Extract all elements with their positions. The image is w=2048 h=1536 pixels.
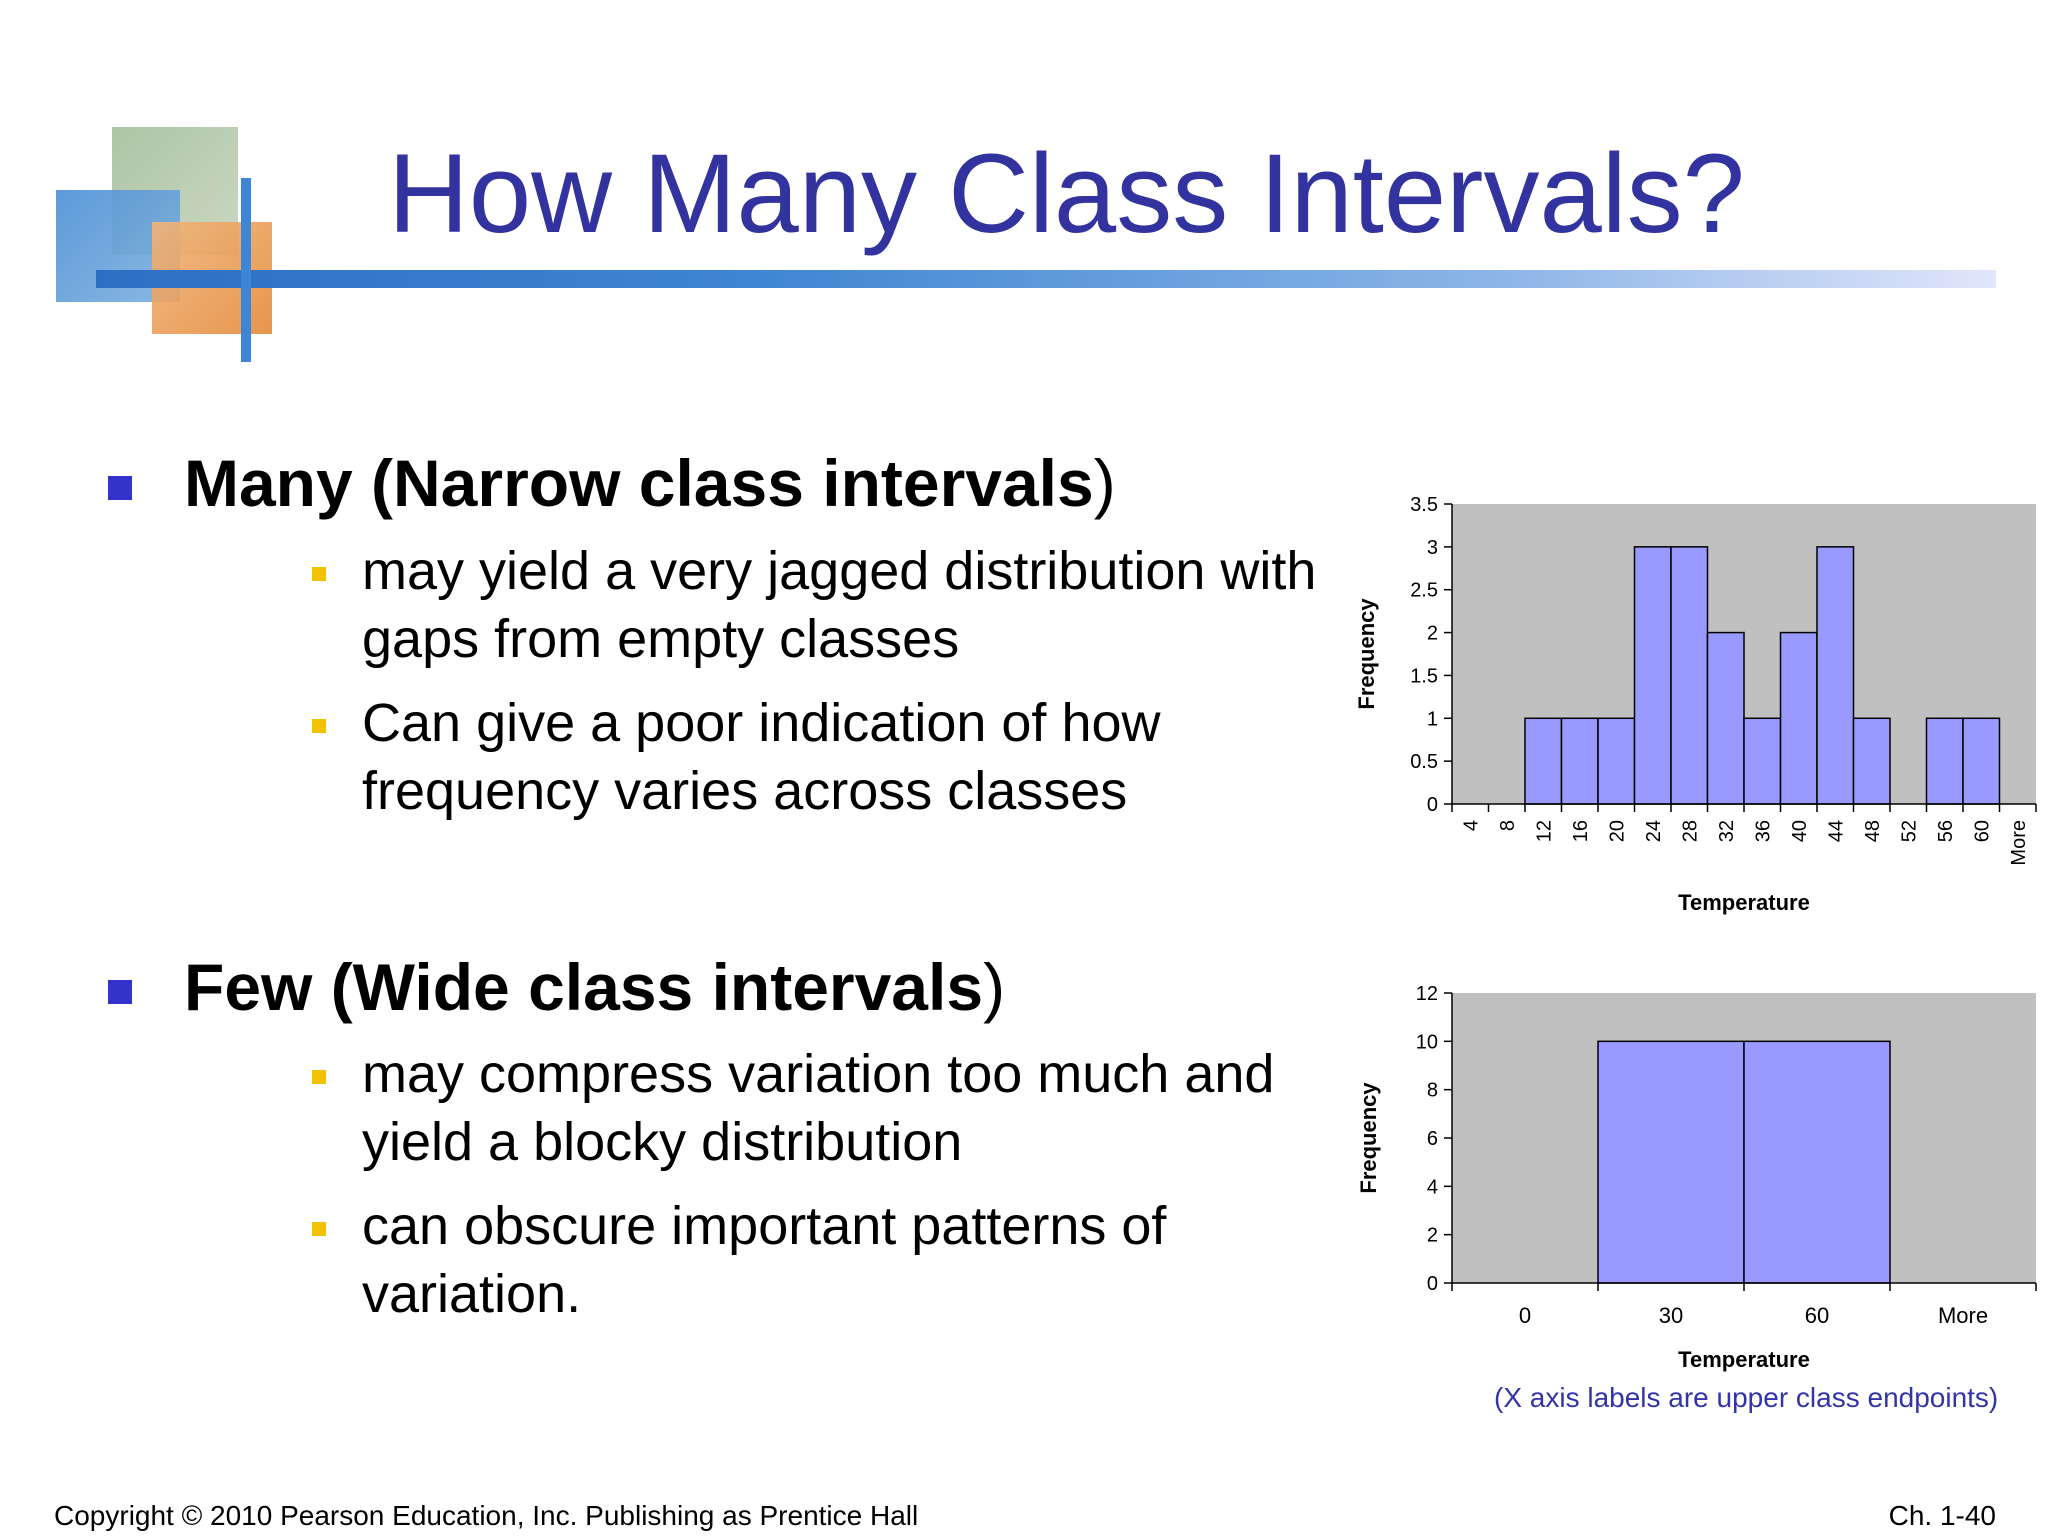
y-tick-label: 3.5 bbox=[1410, 494, 1438, 516]
x-tick-label: 8 bbox=[1497, 820, 1519, 831]
section-heading-many: Many (Narrow class intervals) bbox=[184, 450, 1116, 516]
x-tick-label: 32 bbox=[1716, 820, 1738, 842]
x-tick-label: 48 bbox=[1862, 820, 1884, 842]
x-tick-label: 56 bbox=[1935, 820, 1957, 842]
histogram-bar bbox=[1597, 717, 1636, 805]
y-axis-title: Frequency bbox=[1356, 1082, 1381, 1194]
x-tick-label: 30 bbox=[1659, 1303, 1683, 1328]
y-tick-label: 0 bbox=[1427, 1273, 1438, 1295]
x-tick-label: 40 bbox=[1789, 820, 1811, 842]
histogram-bar bbox=[1670, 546, 1709, 805]
histogram-bar bbox=[1816, 546, 1855, 805]
x-tick-label: 12 bbox=[1533, 820, 1555, 842]
x-tick-label: 36 bbox=[1752, 820, 1774, 842]
histogram-bar bbox=[1633, 546, 1672, 805]
sub-bullet-icon bbox=[312, 1070, 326, 1084]
y-tick-label: 8 bbox=[1427, 1080, 1438, 1102]
x-axis-title: Temperature bbox=[1678, 1347, 1810, 1372]
section-heading-few: Few (Wide class intervals) bbox=[184, 954, 1005, 1020]
histogram-bar bbox=[1779, 631, 1818, 805]
x-tick-label: 28 bbox=[1679, 820, 1701, 842]
x-tick-label: More bbox=[1938, 1303, 1988, 1328]
histogram-bar bbox=[1962, 717, 2001, 805]
histogram-bar bbox=[1852, 717, 1891, 805]
histogram-bar bbox=[1706, 631, 1745, 805]
histogram-bar bbox=[1597, 1040, 1745, 1284]
wide-intervals-histogram: 0 2 4 6 8 10 12 0 30 60 More Temperature Frequency bbox=[1356, 983, 2037, 1372]
histogram-bar bbox=[1743, 1040, 1891, 1284]
x-tick-label: 44 bbox=[1825, 820, 1847, 842]
histogram-bar bbox=[1925, 717, 1964, 805]
histogram-bar bbox=[1743, 717, 1782, 805]
y-tick-label: 4 bbox=[1427, 1176, 1438, 1198]
y-tick-label: 10 bbox=[1416, 1031, 1438, 1053]
chart-note: (X axis labels are upper class endpoints… bbox=[1494, 1382, 1999, 1413]
y-tick-label: 2 bbox=[1427, 623, 1438, 645]
logo-vertical-bar bbox=[241, 178, 251, 362]
sub-bullet-icon bbox=[312, 1222, 326, 1236]
x-axis-title: Temperature bbox=[1678, 890, 1810, 915]
histogram-bar bbox=[1560, 717, 1599, 805]
y-tick-label: 1.5 bbox=[1410, 665, 1438, 687]
y-tick-label: 2.5 bbox=[1410, 580, 1438, 602]
sub-bullet-text: may yield a very jagged distribution wit… bbox=[362, 541, 1317, 669]
sub-bullet-text: may compress variation too much and yiel… bbox=[362, 1044, 1275, 1172]
y-tick-label: 3 bbox=[1427, 537, 1438, 559]
x-tick-label: 0 bbox=[1519, 1303, 1531, 1328]
sub-bullet-text: Can give a poor indication of how freque… bbox=[362, 693, 1161, 821]
x-tick-label: 24 bbox=[1643, 820, 1665, 842]
narrow-intervals-histogram: 00.511.522.533.54 8 12 16 20 24 28 32 36 40 44 48 52… bbox=[1354, 494, 2037, 915]
sub-bullet-icon bbox=[312, 567, 326, 581]
page-number: Ch. 1-40 bbox=[1888, 1500, 1996, 1531]
x-tick-label: 16 bbox=[1570, 820, 1592, 842]
sub-bullet-icon bbox=[312, 719, 326, 733]
histogram-bar bbox=[1524, 717, 1563, 805]
slide-title: How Many Class Intervals? bbox=[388, 131, 1745, 256]
y-tick-label: 12 bbox=[1416, 983, 1438, 1005]
sub-bullet-text: can obscure important patterns of variat… bbox=[362, 1196, 1167, 1324]
x-tick-label: 20 bbox=[1606, 820, 1628, 842]
y-tick-label: 0 bbox=[1427, 794, 1438, 816]
x-tick-label: 52 bbox=[1898, 820, 1920, 842]
main-bullet-icon bbox=[108, 476, 132, 500]
x-tick-label: More bbox=[2008, 820, 2030, 866]
section-heading-text: Few (Wide class intervals bbox=[184, 950, 984, 1024]
y-tick-label: 2 bbox=[1427, 1225, 1438, 1247]
section-heading-text: Many (Narrow class intervals bbox=[184, 446, 1094, 520]
y-tick-label: 6 bbox=[1427, 1128, 1438, 1150]
y-tick-label: 0.5 bbox=[1410, 751, 1438, 773]
section-heading-paren: ) bbox=[983, 950, 1006, 1024]
x-tick-label: 4 bbox=[1460, 820, 1482, 831]
y-tick-label: 1 bbox=[1427, 708, 1438, 730]
x-tick-label: 60 bbox=[1971, 820, 1993, 842]
copyright-footer: Copyright © 2010 Pearson Education, Inc.… bbox=[54, 1500, 919, 1531]
section-heading-paren: ) bbox=[1093, 446, 1116, 520]
y-axis-title: Frequency bbox=[1354, 598, 1379, 710]
main-bullet-icon bbox=[108, 980, 132, 1004]
x-tick-label: 60 bbox=[1805, 1303, 1829, 1328]
title-underline-bar bbox=[96, 270, 1996, 288]
